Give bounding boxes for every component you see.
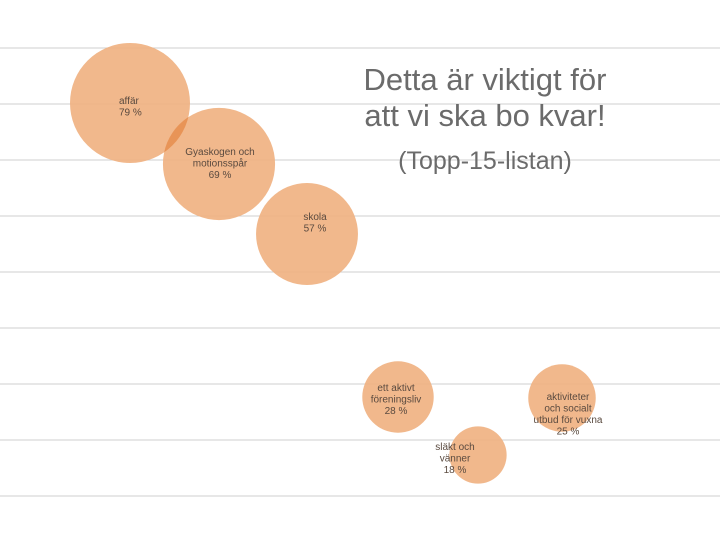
slide-subtitle: (Topp-15-listan) [398, 147, 572, 175]
bubble-label-3: skola 57 % [303, 212, 327, 235]
bubble-label-1: affär 79 % [119, 96, 142, 119]
bubble-label-2: Gyaskogen och motionsspår 69 % [185, 147, 255, 181]
bubble-label-4: ett aktivt föreningsliv 28 % [371, 383, 422, 417]
title-line-1: Detta är viktigt för [363, 62, 607, 97]
bubble-labels: affär 79 % Gyaskogen och motionsspår 69 % sko… [119, 96, 603, 476]
bubbles [70, 43, 596, 484]
bubble-3 [256, 183, 358, 285]
bubble-6 [449, 426, 507, 484]
slide-title: Detta är viktigt för att vi ska bo kvar!… [350, 62, 620, 176]
bubble-1 [70, 43, 190, 163]
bubble-label-6: släkt och vänner 18 % [435, 442, 474, 476]
bubble-label-5: aktiviteter och socialt utbud för vuxna 25 … [534, 392, 603, 438]
bubble-2 [162, 107, 276, 221]
bubble-4 [362, 361, 434, 433]
bubble-5 [528, 364, 596, 432]
title-line-2: att vi ska bo kvar! [364, 98, 606, 133]
